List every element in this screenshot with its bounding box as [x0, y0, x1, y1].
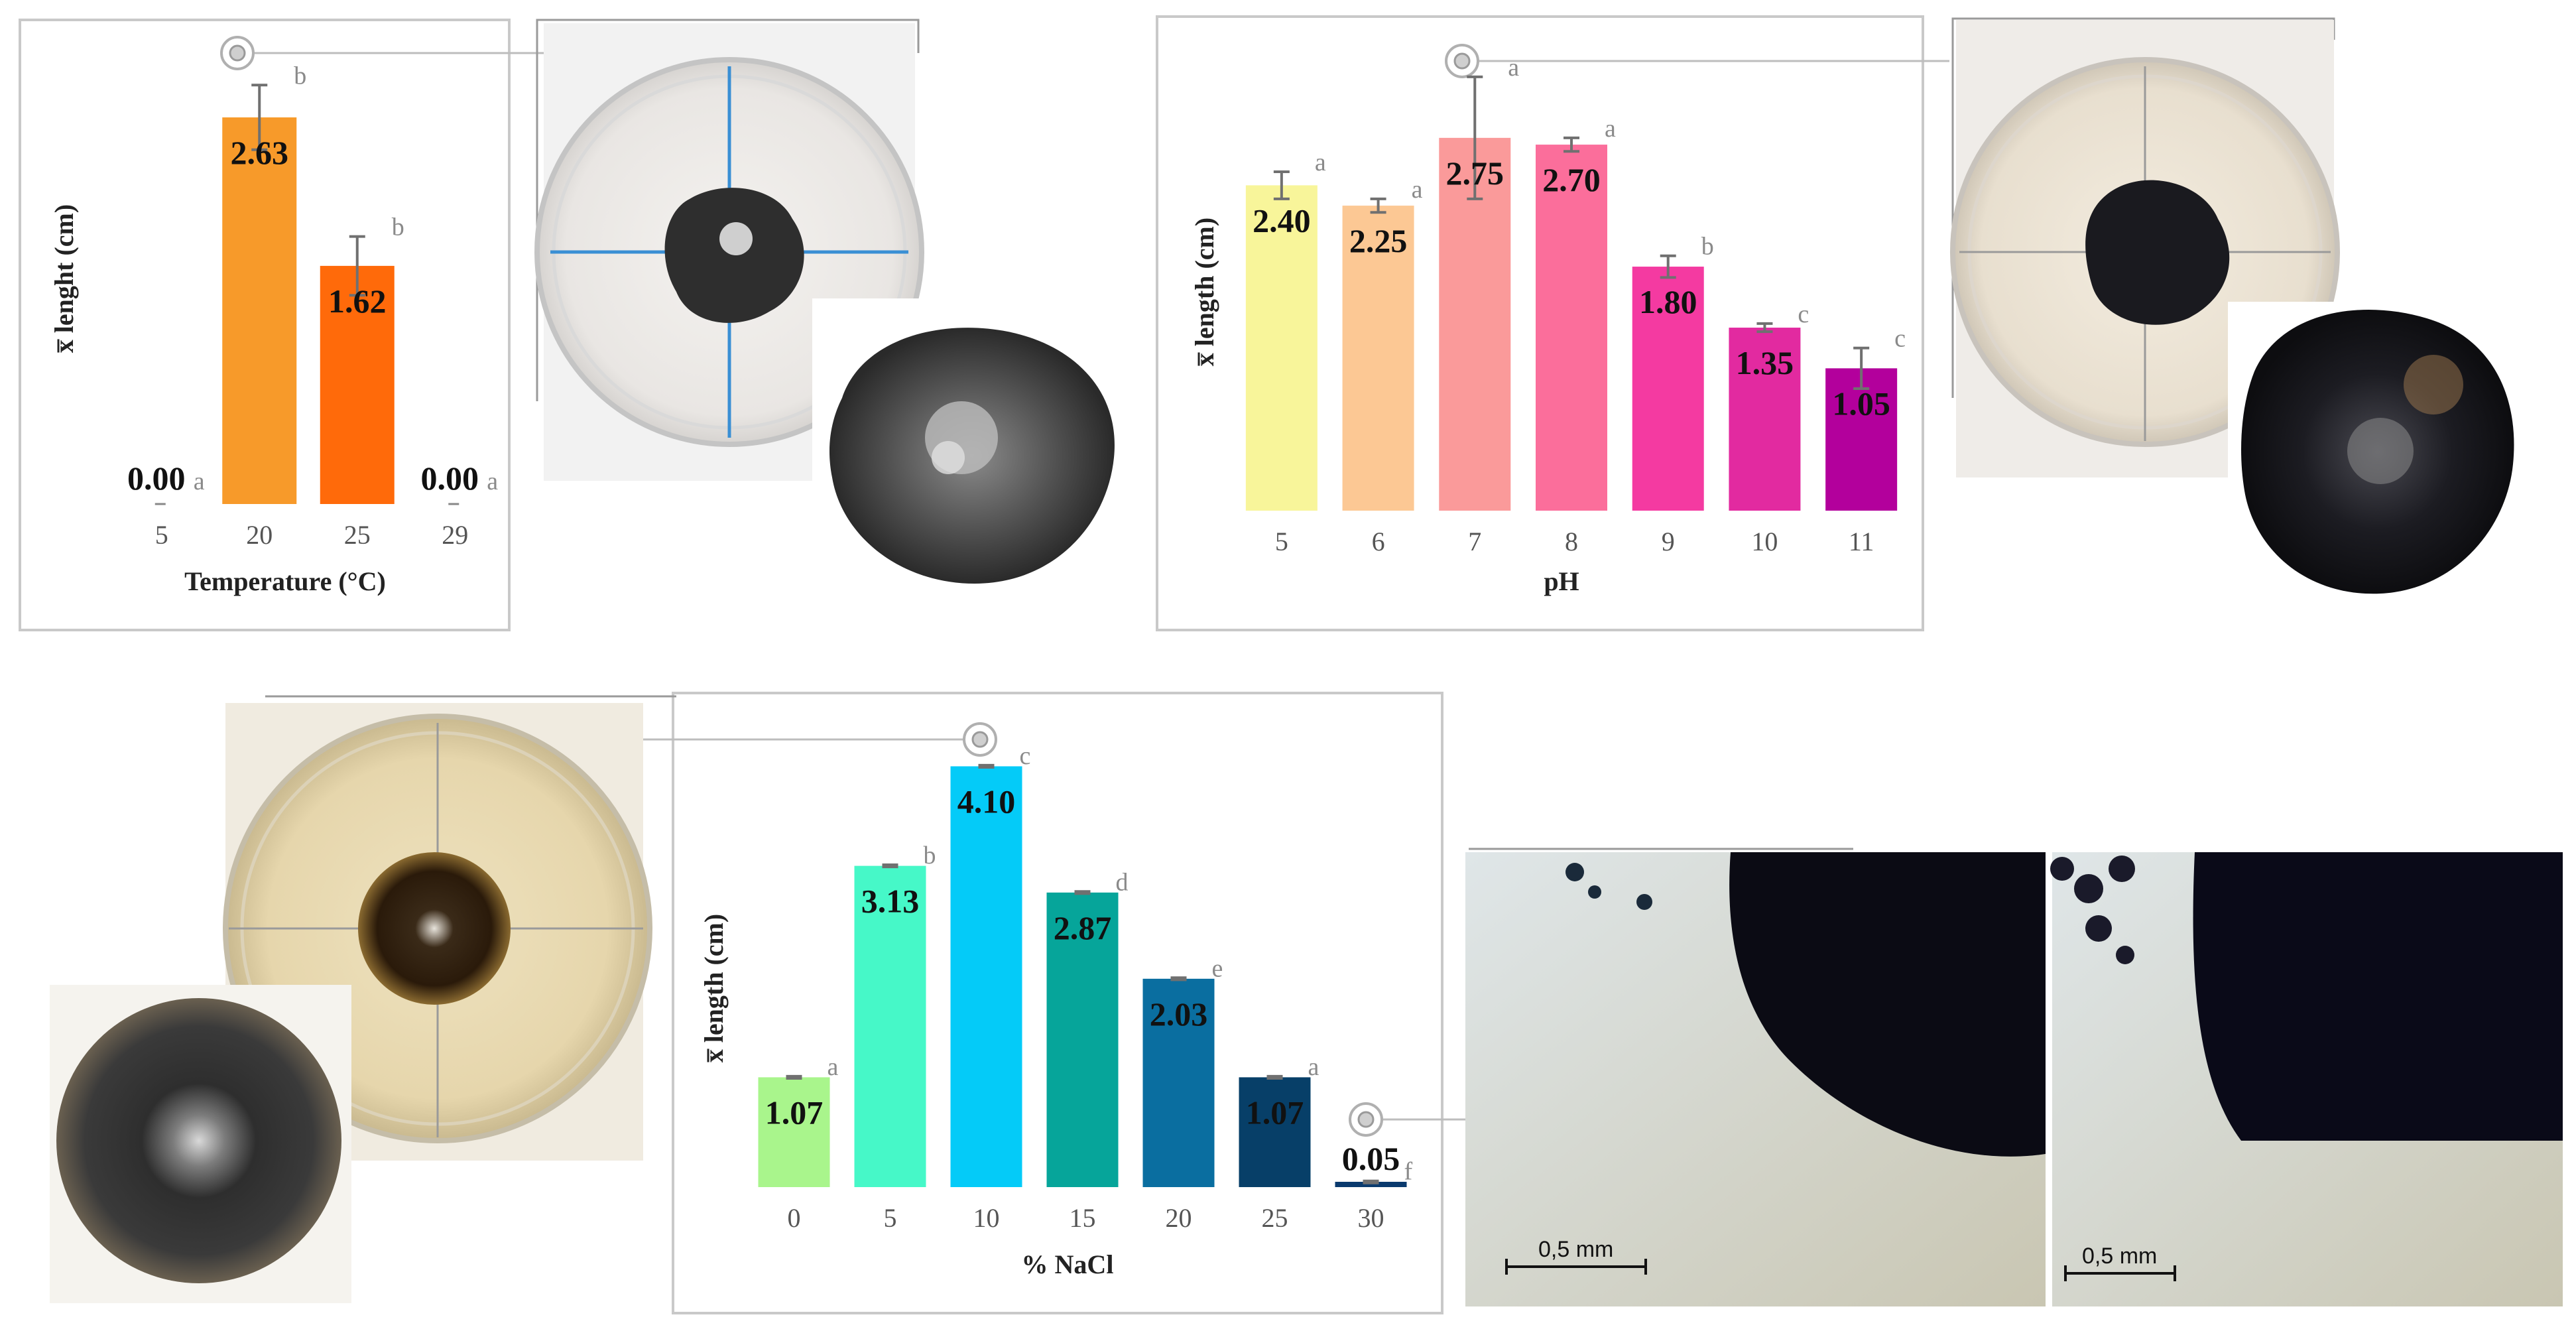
- significance-letter: a: [1315, 149, 1326, 176]
- target-marker: [1445, 44, 1479, 78]
- bar-1-5: [1245, 185, 1318, 511]
- photo-frame-line: [536, 19, 920, 401]
- bar-2-5: [854, 865, 926, 1187]
- value-label: 1.07: [765, 1094, 824, 1131]
- bar-2-20: [1142, 978, 1215, 1187]
- x-tick-label: 29: [442, 520, 468, 550]
- value-label: 2.63: [231, 134, 289, 171]
- value-label: 2.25: [1349, 222, 1408, 259]
- x-tick-label: 8: [1565, 527, 1578, 556]
- colony-closeup-1: [812, 298, 1137, 610]
- bar-2-30: [1335, 1182, 1407, 1187]
- x-tick-label: 20: [1166, 1203, 1192, 1233]
- bar-1-10: [1729, 328, 1801, 511]
- significance-letter: c: [1894, 325, 1906, 353]
- x-tick-label: 25: [344, 520, 371, 550]
- x-tick-label: 5: [155, 520, 168, 550]
- value-label: 4.10: [957, 783, 1016, 820]
- target-marker: [1349, 1102, 1383, 1137]
- bar-1-8: [1536, 145, 1607, 511]
- x-tick-label: 25: [1262, 1203, 1288, 1233]
- significance-letter: a: [1508, 54, 1519, 82]
- bar-2-10: [950, 766, 1022, 1187]
- significance-letter: c: [1798, 300, 1809, 328]
- x-tick-label: 0: [788, 1203, 801, 1233]
- target-marker: [220, 36, 255, 70]
- value-label: 2.40: [1253, 202, 1311, 239]
- value-label: 2.70: [1542, 161, 1601, 198]
- x-tick-label: 20: [246, 520, 273, 550]
- significance-letter: c: [1020, 742, 1031, 770]
- bar-2-0: [758, 1077, 830, 1187]
- x-axis-label: % NaCl: [1022, 1249, 1114, 1279]
- significance-letter: a: [487, 468, 498, 495]
- significance-letter: b: [924, 842, 936, 869]
- x-tick-label: 7: [1468, 527, 1481, 556]
- value-label: 0.05: [1342, 1140, 1400, 1177]
- significance-letter: a: [194, 468, 205, 495]
- bar-1-11: [1825, 368, 1898, 511]
- value-label: 2.87: [1054, 909, 1112, 946]
- bar-2-15: [1046, 892, 1119, 1187]
- x-tick-label: 11: [1849, 527, 1874, 556]
- scale-bar-label: 0,5 mm: [1538, 1237, 1613, 1262]
- x-axis-label: pH: [1544, 566, 1579, 596]
- value-label: 1.62: [328, 283, 387, 320]
- x-axis-label: Temperature (°C): [184, 566, 386, 596]
- value-label: 1.07: [1246, 1094, 1304, 1131]
- x-tick-label: 10: [1751, 527, 1778, 556]
- x-tick-label: 9: [1662, 527, 1675, 556]
- significance-letter: e: [1212, 954, 1223, 982]
- bar-2-25: [1239, 1077, 1311, 1187]
- value-label: 2.03: [1150, 995, 1208, 1033]
- colony-closeup-3: [50, 985, 351, 1303]
- value-label: 1.05: [1832, 385, 1890, 422]
- x-tick-label: 6: [1372, 527, 1385, 556]
- y-axis-label: x̅ lenght (cm): [49, 204, 79, 353]
- value-label: 3.13: [861, 883, 920, 920]
- significance-letter: b: [1701, 233, 1714, 261]
- colony-closeup-2: [2228, 302, 2526, 613]
- significance-letter: d: [1116, 868, 1129, 896]
- x-tick-label: 10: [973, 1203, 1000, 1233]
- y-axis-label: x̅ length (cm): [1190, 218, 1219, 367]
- x-tick-label: 15: [1070, 1203, 1096, 1233]
- value-label: 0.00: [127, 460, 186, 497]
- value-label: 1.80: [1639, 283, 1697, 320]
- significance-letter: a: [1605, 115, 1616, 143]
- target-marker: [963, 722, 997, 757]
- micrograph-2: 0,5 mm: [2050, 852, 2563, 1306]
- scale-bar-label: 0,5 mm: [2082, 1243, 2157, 1269]
- bar-1-9: [1632, 267, 1704, 511]
- value-label: 0.00: [421, 460, 479, 497]
- significance-letter: f: [1404, 1158, 1413, 1186]
- significance-letter: a: [1412, 176, 1423, 204]
- micrograph-1: 0,5 mm: [1465, 852, 2046, 1306]
- bar-0-25: [320, 265, 395, 504]
- bar-1-6: [1342, 206, 1414, 511]
- value-label: 2.75: [1446, 155, 1504, 192]
- x-tick-label: 5: [1275, 527, 1288, 556]
- significance-letter: b: [294, 62, 306, 90]
- significance-letter: b: [392, 214, 404, 241]
- significance-letter: a: [828, 1053, 839, 1081]
- value-label: 1.35: [1736, 344, 1794, 381]
- significance-letter: a: [1308, 1053, 1319, 1081]
- y-axis-label: x̅ length (cm): [699, 914, 729, 1063]
- bar-0-20: [222, 117, 297, 504]
- x-tick-label: 5: [884, 1203, 897, 1233]
- x-tick-label: 30: [1358, 1203, 1384, 1233]
